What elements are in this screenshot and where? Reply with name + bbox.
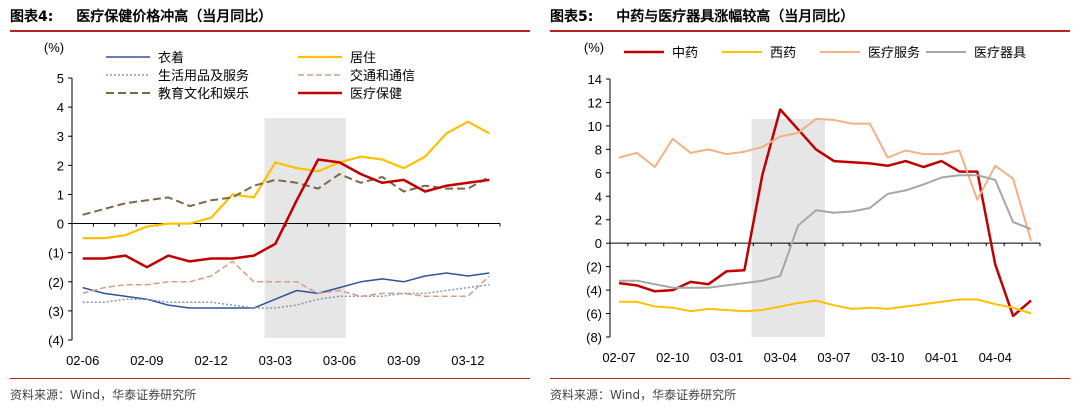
chart4-x-tick-label: 03-06 [323, 353, 356, 368]
chart4-series-line-5 [82, 173, 490, 216]
chart5-x-tick-label: 02-10 [656, 350, 689, 365]
figure-5-title: 图表5: 中药与医疗器具涨幅较高（当月同比） [550, 6, 854, 26]
chart5-y-tick-label: 14 [588, 72, 602, 87]
chart4-legend-label-4: 交通和通信 [350, 68, 415, 83]
chart5-x-tick-label: 04-04 [979, 350, 1012, 365]
chart4-y-unit-label: (%) [44, 40, 64, 55]
figure-5-panel: 图表5: 中药与医疗器具涨幅较高（当月同比） (%) 14 12 10 8 6 4 2 0 (2)… [550, 0, 1078, 417]
chart4-series-line-2 [82, 120, 490, 240]
chart4-y-tick-label: 4 [57, 100, 64, 115]
chart5-y-tick-label: 10 [588, 119, 602, 134]
chart4-legend-label-1: 衣着 [158, 50, 184, 65]
chart4-x-tick-label: 03-09 [387, 353, 420, 368]
chart4-legend-label-5: 教育文化和娱乐 [158, 86, 249, 101]
chart5-y-tick-label: 4 [595, 189, 602, 204]
chart5-y-tick-label: 0 [595, 236, 602, 251]
chart4-x-tick-label: 02-12 [194, 353, 227, 368]
chart5-y-tick-label: 12 [588, 95, 602, 110]
figure-4-source: 资料来源：Wind，华泰证券研究所 [10, 388, 197, 402]
chart4-y-tick-label: 3 [57, 129, 64, 144]
figure-4-source-rule [10, 378, 530, 379]
chart5-y-tick-label: (8) [586, 330, 602, 345]
chart4-x-tick-label: 03-03 [259, 353, 292, 368]
chart4-series-line-3 [82, 283, 490, 309]
chart5-x-tick-label: 02-07 [602, 350, 635, 365]
figure-4-title-text: 医疗保健价格冲高（当月同比） [76, 9, 273, 25]
chart5-legend-label-2: 西药 [770, 45, 796, 60]
chart5-x-tick-label: 03-01 [710, 350, 743, 365]
chart5-y-unit-label: (%) [584, 40, 604, 55]
chart4-legend-label-6: 医疗保健 [350, 86, 402, 101]
chart4-y-tick-label: (4) [48, 333, 64, 348]
chart5-series-line-3 [618, 117, 1032, 242]
chart5-x-tick-label: 03-10 [871, 350, 904, 365]
chart5-x-tick-label: 03-07 [817, 350, 850, 365]
chart5-y-tick-label: (4) [586, 283, 602, 298]
chart5-y-tick-label: 2 [595, 213, 602, 228]
chart5-legend-label-1: 中药 [672, 45, 698, 60]
figure-4-title-rule [10, 30, 530, 32]
chart5-y-tick-label: (6) [586, 307, 602, 322]
figure-5-source-rule [550, 378, 1070, 379]
chart4-series-line-4 [82, 260, 490, 298]
chart4-y-tick-label: 0 [57, 217, 64, 232]
chart5-legend-label-4: 医疗器具 [974, 45, 1026, 60]
chart4-x-tick-label: 03-12 [451, 353, 484, 368]
chart4-series-line-6 [82, 158, 490, 269]
chart5-y-tick-label: 8 [595, 142, 602, 157]
chart5-legend-label-3: 医疗服务 [868, 45, 920, 60]
chart4-shaded-period [264, 118, 346, 338]
chart4-y-tick-label: (1) [48, 246, 64, 261]
chart4-y-tick-label: 2 [57, 158, 64, 173]
figure-4-chart: (%) 5 4 3 2 1 0 (1) (2) (3) (4)02-06 02-09 02-12 03-0… [44, 40, 501, 368]
figure-5-source: 资料来源：Wind，华泰证券研究所 [550, 388, 737, 402]
chart5-y-tick-label: (2) [586, 260, 602, 275]
chart5-y-tick-label: 6 [595, 166, 602, 181]
figure-5-title-text: 中药与医疗器具涨幅较高（当月同比） [616, 9, 855, 25]
chart4-y-tick-label: (3) [48, 304, 64, 319]
chart5-series-line-4 [619, 174, 1032, 289]
chart4-x-tick-label: 02-09 [130, 353, 163, 368]
chart4-legend-label-2: 居住 [350, 50, 376, 65]
figure-4-label: 图表4: [10, 9, 54, 25]
chart4-legend-label-3: 生活用品及服务 [158, 68, 249, 83]
figure-4-panel: 图表4: 医疗保健价格冲高（当月同比） (%) 5 4 3 2 1 0 (1) (2) (3) (4… [10, 0, 538, 417]
figure-5-chart: (%) 14 12 10 8 6 4 2 0 (2) (4) (6) (8)02-07 02-10 03-0… [584, 40, 1041, 365]
chart4-y-tick-label: 1 [57, 187, 64, 202]
chart4-y-tick-label: 5 [57, 71, 64, 86]
figure-5-label: 图表5: [550, 9, 594, 25]
chart4-y-tick-label: (2) [48, 275, 64, 290]
chart5-x-tick-label: 04-01 [925, 350, 958, 365]
chart4-x-tick-label: 02-06 [66, 353, 99, 368]
figure-4-title: 图表4: 医疗保健价格冲高（当月同比） [10, 6, 272, 26]
chart5-series-line-2 [619, 298, 1032, 315]
chart5-series-line-1 [618, 108, 1032, 318]
figure-5-title-rule [550, 30, 1070, 32]
chart5-x-tick-label: 03-04 [764, 350, 797, 365]
